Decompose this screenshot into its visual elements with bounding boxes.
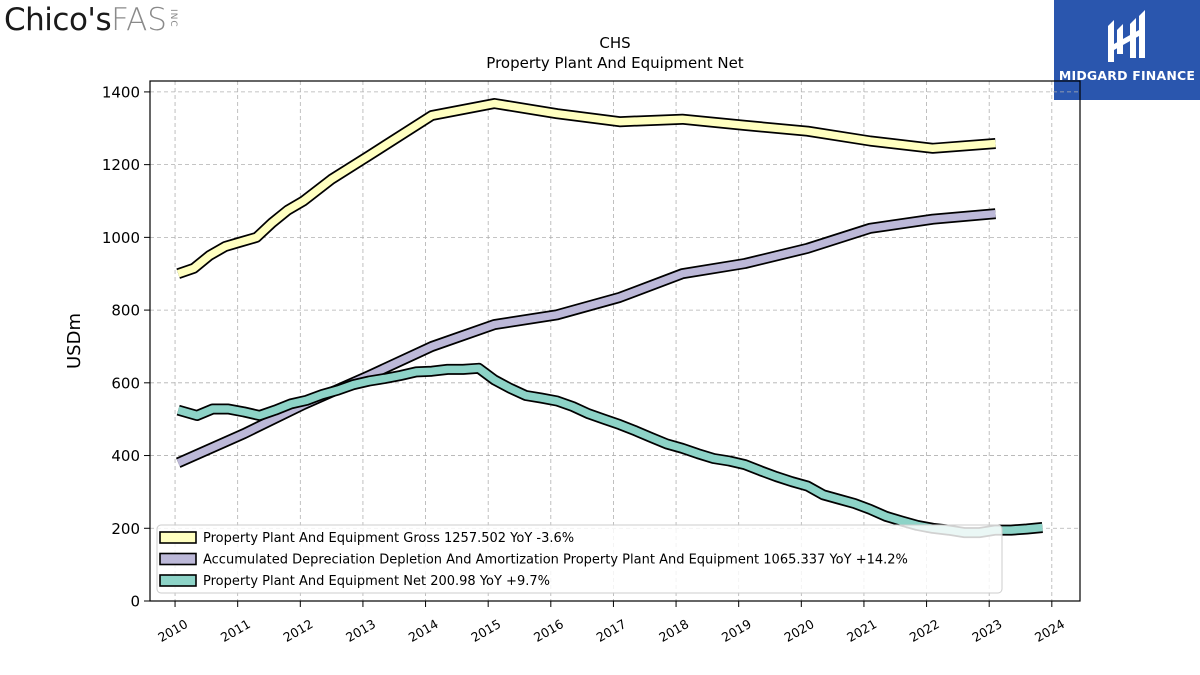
x-tick-label: 2017	[594, 616, 629, 645]
grid-lines	[150, 81, 1080, 602]
x-tick-label: 2015	[468, 616, 503, 645]
series-outline-2	[175, 208, 996, 468]
plot-frame	[149, 80, 1081, 602]
x-tick-label: 2019	[719, 616, 754, 645]
midgard-finance-logo: MIDGARD FINANCE	[1054, 0, 1200, 100]
logo-suffix-text: FAS	[111, 2, 167, 38]
y-tick-label: 0	[130, 593, 140, 611]
legend-swatch-3	[159, 574, 197, 587]
x-tick-label: 2016	[531, 616, 566, 645]
x-tick-label: 2023	[969, 616, 1004, 645]
y-tick-label: 1400	[102, 83, 140, 101]
chart-subtitle: Property Plant And Equipment Net	[486, 54, 743, 72]
series-outline-3	[176, 362, 1043, 539]
series-outline-1	[176, 98, 996, 279]
series-line-1	[176, 99, 996, 278]
series-line-3	[177, 364, 1043, 537]
x-tick-label: 2018	[656, 616, 691, 645]
y-tick-label: 1000	[102, 229, 140, 247]
legend: Property Plant And Equipment Gross 1257.…	[156, 524, 1003, 594]
chicos-fas-logo: Chico's FAS INC	[4, 2, 178, 38]
y-tick-label: 600	[111, 374, 140, 392]
y-tick-label: 400	[111, 447, 140, 465]
x-tick-label: 2020	[782, 616, 817, 645]
x-tick-label: 2011	[218, 616, 253, 645]
midgard-finance-wordmark: MIDGARD FINANCE	[1058, 68, 1196, 83]
series-layer	[175, 98, 1043, 539]
logo-inc-text: INC	[167, 9, 178, 28]
midgard-emblem-icon	[1108, 10, 1145, 62]
x-tick-label: 2024	[1032, 616, 1067, 645]
legend-swatch-2	[159, 552, 197, 566]
legend-label-3: Property Plant And Equipment Net 200.98 …	[203, 574, 550, 589]
x-tick-label: 2021	[844, 616, 879, 645]
x-tick-label: 2013	[343, 616, 378, 645]
y-tick-label: 800	[111, 302, 140, 320]
series-line-2	[176, 209, 996, 467]
logo-brand-text: Chico's	[4, 2, 112, 38]
legend-label-2: Accumulated Depreciation Depletion And A…	[203, 553, 908, 568]
legend-label-1: Property Plant And Equipment Gross 1257.…	[203, 531, 574, 546]
legend-box	[156, 524, 1003, 594]
x-tick-label: 2014	[406, 616, 441, 645]
y-tick-label: 200	[111, 520, 140, 538]
y-tick-label: 1200	[102, 156, 140, 174]
x-tick-label: 2012	[281, 616, 316, 645]
legend-swatch-1	[159, 531, 197, 544]
chart-title: CHS	[599, 34, 630, 52]
y-axis-label: USDm	[64, 313, 85, 369]
x-tick-label: 2010	[155, 616, 190, 645]
x-tick-label: 2022	[907, 616, 942, 645]
